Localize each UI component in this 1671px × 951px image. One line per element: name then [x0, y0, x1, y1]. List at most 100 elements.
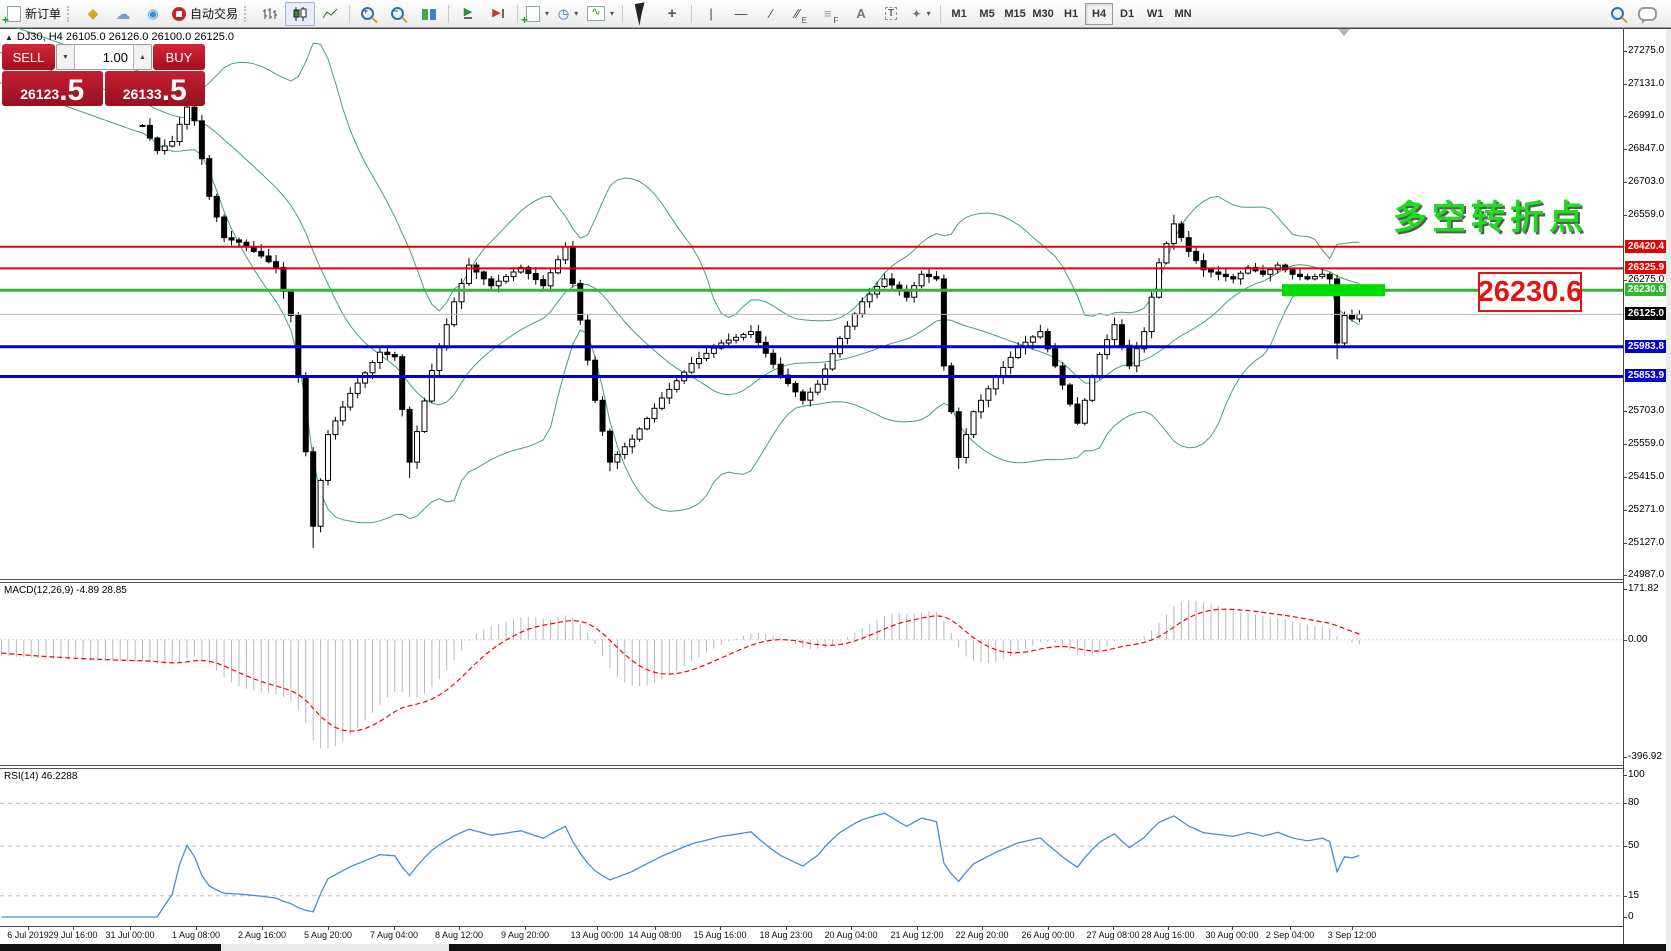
panel-separator[interactable]: [0, 765, 1623, 769]
metaeditor-button[interactable]: ◆: [78, 2, 108, 26]
timeframe-button-m15[interactable]: M15: [1004, 7, 1026, 20]
bull-candle: [1267, 269, 1274, 275]
volume-decrease-button[interactable]: ▼: [57, 45, 75, 69]
chart-title: ▲ DJ30, H4 26105.0 26126.0 26100.0 26125…: [5, 31, 235, 43]
bear-candle: [940, 278, 947, 367]
timeframe-button-h1[interactable]: H1: [1064, 7, 1079, 20]
panel-separator[interactable]: [0, 579, 1623, 583]
bear-candle: [1348, 315, 1355, 320]
bull-candle: [317, 479, 324, 527]
time-tick-mark: [73, 927, 74, 930]
text-label-button[interactable]: T: [876, 2, 906, 26]
metaeditor-icon: ◆: [87, 5, 99, 21]
time-tick: 2 Sep 04:00: [1265, 930, 1315, 940]
vertical-line-button[interactable]: |: [696, 2, 726, 26]
bear-candle: [488, 278, 495, 287]
time-tick-mark: [786, 927, 787, 930]
price-axis[interactable]: 27275.0 27131.0 26991.0 26847.0 26703.0 26559…: [1623, 29, 1668, 944]
bull-candle: [859, 301, 866, 315]
bear-candle: [1067, 384, 1073, 405]
bar-chart-button[interactable]: [255, 2, 285, 26]
collapse-panel-icon[interactable]: ▲: [5, 32, 13, 42]
search-icon[interactable]: [1610, 6, 1628, 22]
signals-button[interactable]: ◉: [138, 2, 168, 26]
buy-price[interactable]: 26133.5: [104, 71, 205, 106]
indicators-dropdown[interactable]: ∿ ▾: [583, 2, 618, 26]
bull-candle: [725, 339, 732, 344]
price-tick-mark: [1624, 509, 1627, 511]
bear-candle: [1074, 403, 1081, 424]
price-level-badge-25853.9[interactable]: 25853.9: [1625, 369, 1667, 383]
one-click-trade-panel: SELL ▼ ▲ BUY 26123.5 26133.5: [2, 44, 205, 106]
tile-windows-button[interactable]: [414, 2, 444, 26]
buy-button[interactable]: BUY: [153, 44, 205, 70]
bear-candle: [1126, 344, 1133, 367]
zoom-in-button[interactable]: +: [354, 2, 384, 26]
publish-chart-button[interactable]: ☁: [108, 2, 138, 26]
turning-point-annotation[interactable]: 多空转折点: [1393, 199, 1588, 237]
timeframe-button-m30[interactable]: M30: [1032, 7, 1054, 20]
chart-shift-icon: ▶: [492, 8, 504, 19]
trendline-button[interactable]: ∕: [756, 2, 786, 26]
new-chart-dropdown[interactable]: + ▾: [521, 2, 553, 26]
line-chart-button[interactable]: [315, 2, 345, 26]
new-order-button[interactable]: + 新订单: [2, 2, 65, 26]
auto-scroll-button[interactable]: ▶: [453, 2, 483, 26]
macd-panel[interactable]: [0, 583, 1623, 766]
bear-candle: [384, 351, 391, 356]
horizontal-line-button[interactable]: —: [726, 2, 756, 26]
timeframe-button-m1[interactable]: M1: [951, 7, 967, 20]
macd-tick-mark: [1624, 757, 1627, 759]
price-level-badge-25983.8[interactable]: 25983.8: [1625, 339, 1667, 353]
price-chart[interactable]: [0, 28, 1623, 580]
rsi-panel[interactable]: [0, 769, 1623, 926]
text-button[interactable]: A: [846, 2, 876, 26]
timeframe-button-w1[interactable]: W1: [1146, 7, 1164, 20]
bull-candle: [547, 272, 554, 287]
highlight-zone[interactable]: [1282, 284, 1385, 297]
chart-window: [0, 28, 1671, 944]
bear-candle: [955, 411, 962, 459]
time-tick: 3 Sep 12:00: [1327, 930, 1377, 940]
shapes-dropdown[interactable]: ✦ ▾: [911, 6, 931, 21]
bear-candle: [310, 451, 317, 527]
time-tick: 26 Aug 00:00: [1021, 930, 1075, 940]
fibonacci-button[interactable]: ≡ F: [823, 6, 839, 25]
timeframe-button-h4[interactable]: H4: [1085, 2, 1114, 25]
timeframe-button-m5[interactable]: M5: [979, 7, 995, 20]
bull-candle: [1007, 357, 1014, 368]
timeframe-button-mn[interactable]: MN: [1174, 7, 1192, 20]
profiles-dropdown[interactable]: ◷ ▾: [557, 5, 579, 21]
bull-candle: [451, 301, 458, 326]
bull-candle: [1141, 331, 1148, 350]
autotrading-button[interactable]: 自动交易: [168, 2, 242, 26]
time-tick: 8 Aug 12:00: [434, 930, 484, 940]
sell-button[interactable]: SELL: [2, 44, 55, 70]
timeframe-button-d1[interactable]: D1: [1120, 7, 1135, 20]
bear-candle: [1230, 276, 1237, 280]
chart-shift-button[interactable]: ▶: [483, 2, 513, 26]
price-level-badge-26230.6[interactable]: 26230.6: [1625, 283, 1667, 297]
price-callout-annotation[interactable]: 26230.6: [1478, 272, 1582, 312]
price-tick: 27131.0: [1628, 77, 1665, 89]
time-axis[interactable]: 6 Jul 2019 29 Jul 16:00 31 Jul 00:00 1 Aug …: [0, 926, 1623, 945]
price-level-badge-26420.4[interactable]: 26420.4: [1625, 239, 1667, 253]
volume-increase-button[interactable]: ▲: [133, 45, 151, 69]
volume-input[interactable]: [75, 45, 133, 69]
price-level-badge-26325.9[interactable]: 26325.9: [1625, 261, 1667, 275]
bull-candle: [1081, 399, 1088, 424]
time-tick: 6 Jul 2019: [7, 930, 49, 940]
candlestick-button[interactable]: [285, 1, 316, 26]
bull-candle: [1015, 347, 1022, 359]
bear-candle: [569, 246, 576, 284]
chart-shift-marker[interactable]: [1338, 29, 1350, 36]
chat-icon[interactable]: [1638, 6, 1657, 24]
bear-candle: [198, 120, 205, 160]
channel-button[interactable]: ∕∕ E: [795, 6, 807, 25]
cursor-button[interactable]: [627, 1, 657, 26]
crosshair-button[interactable]: +: [657, 2, 687, 26]
sell-price[interactable]: 26123.5: [2, 71, 103, 106]
bear-candle: [146, 124, 153, 139]
bull-candle: [710, 347, 717, 354]
zoom-out-button[interactable]: −: [384, 2, 414, 26]
